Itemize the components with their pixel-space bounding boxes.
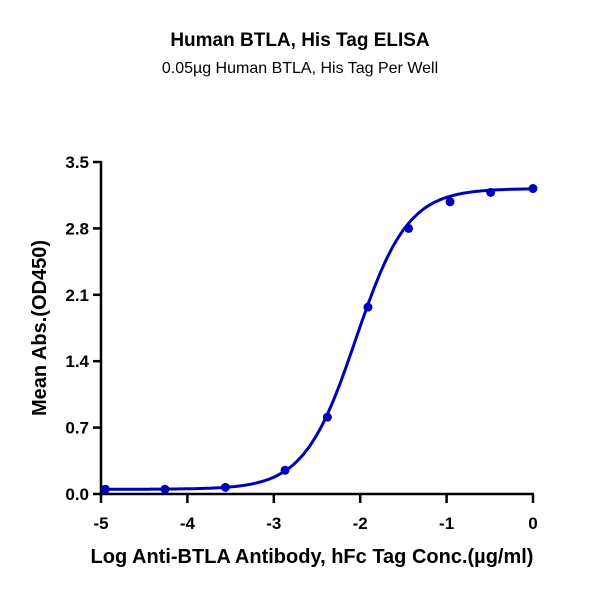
- y-axis-label: Mean Abs.(OD450): [29, 240, 51, 416]
- data-point: [160, 484, 170, 494]
- y-tick-label: 2.1: [65, 286, 89, 305]
- chart-subtitle: 0.05µg Human BTLA, His Tag Per Well: [161, 60, 439, 77]
- fit-curve: [101, 187, 533, 491]
- data-point: [528, 184, 538, 194]
- data-point: [445, 197, 455, 207]
- axes: 0.0 0.7 1.4 2.1 2.8 3.5 -5 -4 -3 -2 -1 0: [65, 153, 537, 533]
- data-point: [486, 187, 496, 197]
- x-tick-label: -2: [353, 514, 368, 533]
- x-axis-label: Log Anti-BTLA Antibody, hFc Tag Conc.(µg…: [91, 546, 534, 568]
- data-point: [100, 484, 110, 494]
- data-point: [220, 482, 230, 492]
- data-points: [100, 184, 538, 494]
- data-point: [404, 223, 414, 233]
- fit-curve-path: [101, 187, 533, 491]
- y-tick-label: 2.8: [65, 219, 89, 238]
- data-point: [363, 302, 373, 312]
- x-tick-label: -3: [266, 514, 281, 533]
- y-tick-label: 3.5: [65, 153, 89, 172]
- chart-title: Human BTLA, His Tag ELISA: [170, 30, 430, 51]
- y-tick-label: 0.0: [65, 485, 89, 504]
- x-tick-label: 0: [528, 514, 537, 533]
- x-tick-label: -5: [93, 514, 108, 533]
- x-tick-label: -4: [180, 514, 196, 533]
- data-point: [280, 465, 290, 475]
- y-tick-label: 1.4: [65, 352, 89, 371]
- y-tick-label: 0.7: [65, 419, 89, 438]
- data-point: [322, 412, 332, 422]
- x-tick-label: -1: [439, 514, 454, 533]
